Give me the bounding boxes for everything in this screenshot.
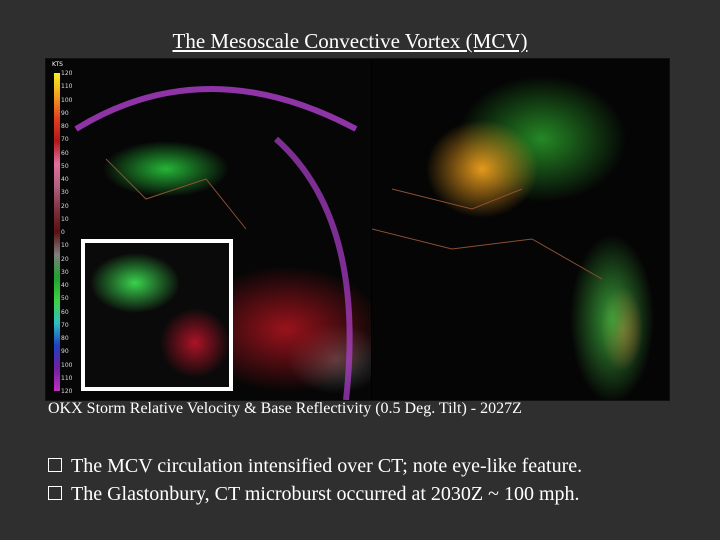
colorbar-tick-label: 50 — [61, 295, 69, 303]
colorbar-tick-label: 60 — [61, 149, 69, 157]
checkbox-bullet-icon — [48, 486, 62, 500]
colorbar-tick-label: 110 — [61, 83, 73, 91]
colorbar-tick-label: 20 — [61, 202, 69, 210]
colorbar-unit: KTS — [52, 61, 63, 68]
slide-title: The Mesoscale Convective Vortex (MCV) — [172, 29, 528, 53]
velocity-colorbar — [54, 73, 60, 391]
colorbar-tick-label: 50 — [61, 162, 69, 170]
colorbar-tick-label: 30 — [61, 189, 69, 197]
vortex-inset — [81, 239, 233, 391]
colorbar-tick-label: 110 — [61, 374, 73, 382]
velocity-panel: KTS 120 110 100 90 80 70 60 50 40 30 20 10 0 10 20 30 40… — [46, 59, 371, 400]
bullet-item: The Glastonbury, CT microburst occurred … — [48, 480, 582, 508]
colorbar-tick-label: 20 — [61, 255, 69, 263]
colorbar-tick-label: 120 — [61, 70, 73, 77]
colorbar-tick-label: 90 — [61, 348, 69, 356]
radar-figure: KTS 120 110 100 90 80 70 60 50 40 30 20 10 0 10 20 30 40… — [45, 58, 670, 401]
colorbar-tick-label: 100 — [61, 361, 73, 369]
colorbar-tick-label: 40 — [61, 176, 69, 183]
checkbox-bullet-icon — [48, 458, 62, 472]
reflectivity-panel — [372, 59, 669, 400]
bullet-item: The MCV circulation intensified over CT;… — [48, 452, 582, 480]
colorbar-tick-label: 60 — [61, 308, 69, 316]
reflectivity-lines — [372, 188, 603, 280]
colorbar-tick-label: 30 — [61, 268, 69, 276]
colorbar-tick-label: 120 — [61, 388, 73, 395]
colorbar-tick-label: 100 — [61, 96, 73, 104]
colorbar-tick-label: 10 — [61, 242, 69, 250]
colorbar-tick-label: 70 — [61, 321, 69, 329]
colorbar-tick-label: 70 — [61, 136, 69, 144]
colorbar-tick-label: 90 — [61, 109, 69, 117]
colorbar-tick-label: 0 — [61, 229, 65, 236]
colorbar-tick-label: 80 — [61, 335, 69, 342]
bullet-list: The MCV circulation intensified over CT;… — [48, 452, 582, 508]
velocity-rings — [74, 86, 358, 400]
colorbar-tick-label: 40 — [61, 282, 69, 289]
colorbar-tick-label: 10 — [61, 215, 69, 223]
figure-caption: OKX Storm Relative Velocity & Base Refle… — [48, 400, 522, 417]
colorbar-tick-label: 80 — [61, 123, 69, 130]
